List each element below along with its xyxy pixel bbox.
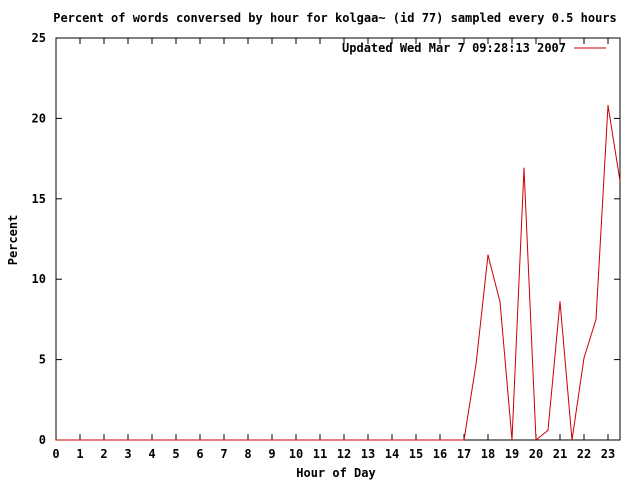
x-tick-label: 22 [577, 447, 591, 461]
data-point [547, 429, 549, 431]
data-point [175, 439, 177, 441]
x-axis-label: Hour of Day [296, 466, 375, 480]
data-point [595, 318, 597, 320]
data-point [307, 439, 309, 441]
y-tick-label: 0 [39, 433, 46, 447]
data-point [379, 439, 381, 441]
data-point [259, 439, 261, 441]
data-point [559, 301, 561, 303]
data-point [79, 439, 81, 441]
data-point [91, 439, 93, 441]
data-point [415, 439, 417, 441]
legend-label: Updated Wed Mar 7 09:28:13 2007 [342, 41, 566, 55]
y-tick-label: 5 [39, 353, 46, 367]
x-tick-label: 19 [505, 447, 519, 461]
x-tick-label: 9 [268, 447, 275, 461]
x-tick-label: 21 [553, 447, 567, 461]
x-tick-label: 6 [196, 447, 203, 461]
y-axis-label: Percent [6, 215, 20, 266]
data-point [235, 439, 237, 441]
x-tick-label: 16 [433, 447, 447, 461]
series-line [56, 105, 621, 442]
x-tick-label: 7 [220, 447, 227, 461]
x-tick-label: 4 [148, 447, 155, 461]
data-point [295, 439, 297, 441]
data-point [319, 439, 321, 441]
y-tick-label: 10 [32, 272, 46, 286]
data-point [271, 439, 273, 441]
x-tick-label: 2 [100, 447, 107, 461]
tick-labels: 0 1 2 3 4 5 6 7 8 9 10 11 12 13 14 15 16 17 18 19 20 21 22 2305… [32, 31, 616, 461]
series-group [55, 104, 621, 442]
data-point [163, 439, 165, 441]
legend: Updated Wed Mar 7 09:28:13 2007 [342, 41, 606, 55]
data-point [439, 439, 441, 441]
data-point [127, 439, 129, 441]
x-tick-label: 8 [244, 447, 251, 461]
data-point [487, 254, 489, 256]
x-tick-label: 15 [409, 447, 423, 461]
data-point [571, 439, 573, 441]
x-tick-label: 10 [289, 447, 303, 461]
x-tick-label: 11 [313, 447, 327, 461]
data-point [331, 439, 333, 441]
data-point [199, 439, 201, 441]
data-point [343, 439, 345, 441]
x-tick-label: 5 [172, 447, 179, 461]
data-point [67, 439, 69, 441]
x-tick-label: 3 [124, 447, 131, 461]
data-point [211, 439, 213, 441]
data-point [283, 439, 285, 441]
y-tick-label: 20 [32, 111, 46, 125]
data-point [511, 439, 513, 441]
data-point [463, 439, 465, 441]
data-point [583, 357, 585, 359]
data-point [223, 439, 225, 441]
x-tick-label: 20 [529, 447, 543, 461]
x-tick-label: 18 [481, 447, 495, 461]
data-point [115, 439, 117, 441]
data-point [535, 439, 537, 441]
plot-frame [55, 37, 621, 441]
data-point [403, 439, 405, 441]
data-point [367, 439, 369, 441]
data-point [55, 439, 57, 441]
x-tick-label: 0 [52, 447, 59, 461]
data-point [619, 180, 621, 182]
data-point [247, 439, 249, 441]
x-tick-label: 23 [601, 447, 615, 461]
data-point [187, 439, 189, 441]
x-tick-label: 12 [337, 447, 351, 461]
chart-title: Percent of words conversed by hour for k… [53, 11, 617, 25]
x-tick-label: 14 [385, 447, 399, 461]
data-point [103, 439, 105, 441]
data-point [151, 439, 153, 441]
data-point [391, 439, 393, 441]
x-tick-label: 17 [457, 447, 471, 461]
data-point [139, 439, 141, 441]
data-point [499, 301, 501, 303]
x-tick-label: 1 [76, 447, 83, 461]
y-tick-label: 25 [32, 31, 46, 45]
x-tick-label: 13 [361, 447, 375, 461]
y-tick-label: 15 [32, 192, 46, 206]
data-point [451, 439, 453, 441]
data-point [427, 439, 429, 441]
data-point [475, 363, 477, 366]
data-point [607, 104, 609, 107]
data-point [355, 439, 357, 441]
axis-ticks [55, 37, 620, 441]
data-point [523, 167, 525, 169]
